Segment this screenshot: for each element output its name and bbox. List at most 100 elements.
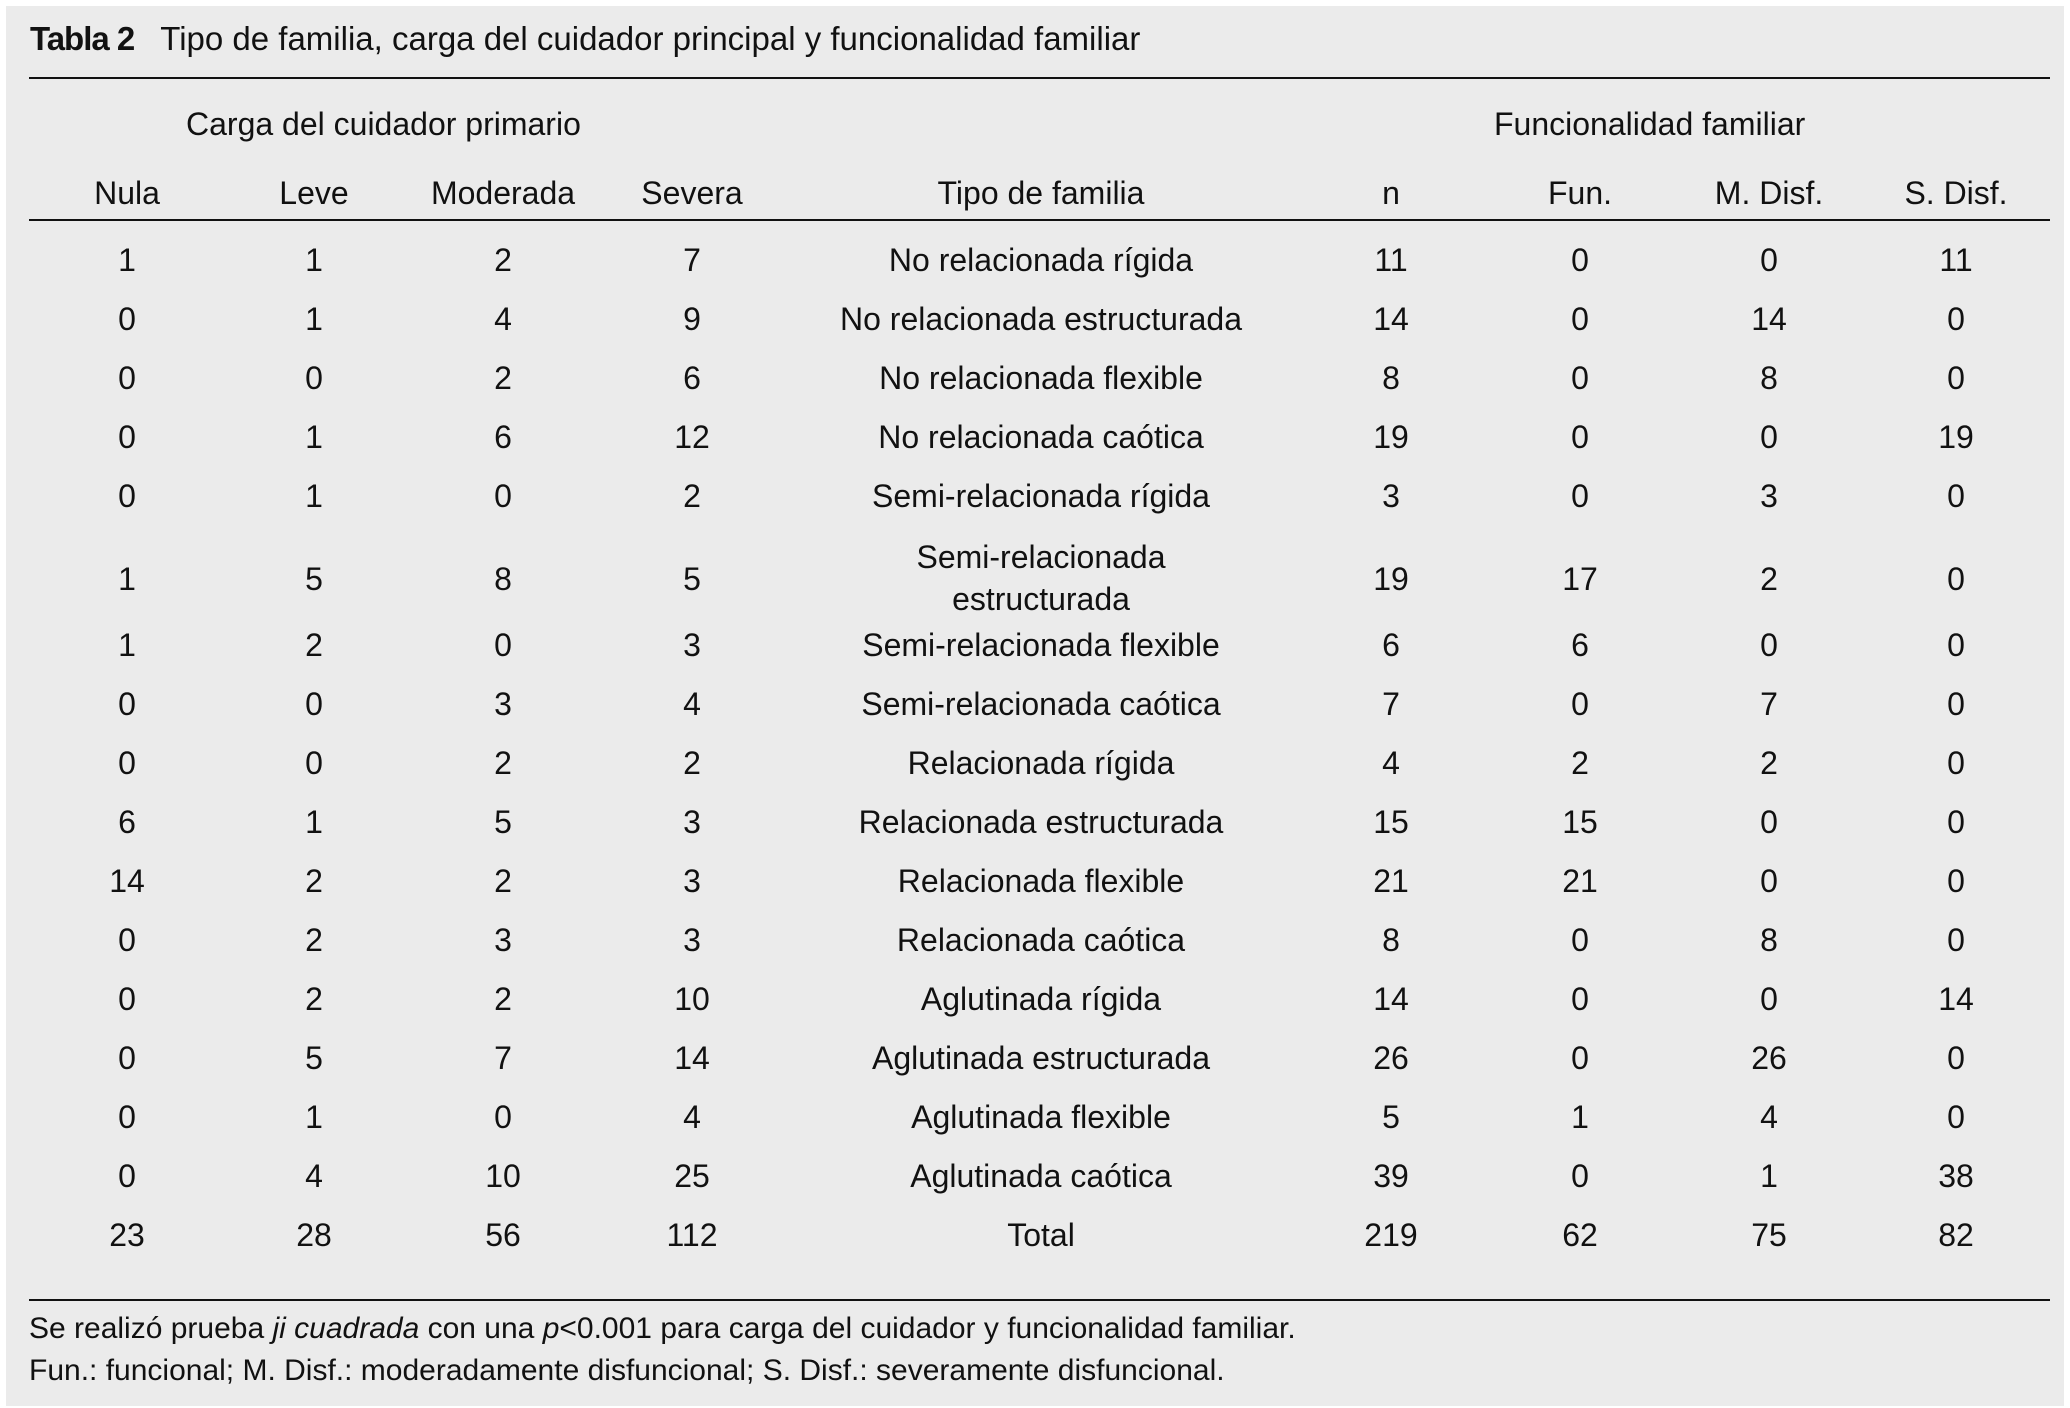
table-cell: 4: [494, 301, 512, 337]
footnote-text: Se realizó prueba: [29, 1312, 273, 1345]
column-header: M. Disf.: [1714, 175, 1824, 211]
table-cell: 0: [305, 686, 323, 722]
table-cell: 0: [494, 627, 512, 663]
table-cell: 3: [494, 686, 512, 722]
table-cell: 2: [494, 242, 512, 278]
table-cell: 2: [305, 627, 323, 663]
table-cell: 2: [683, 478, 701, 514]
column-header: Nula: [94, 175, 160, 211]
table-cell: 0: [1947, 360, 1965, 396]
table-cell: 3: [683, 804, 701, 840]
table-cell: 0: [1571, 686, 1589, 722]
table-cell: 7: [494, 1040, 512, 1076]
table-cell: 6: [118, 804, 136, 840]
table-cell: 75: [1751, 1217, 1787, 1253]
table-cell: 4: [683, 1099, 701, 1135]
table-cell: 2: [1760, 561, 1778, 597]
table-cell: 0: [1760, 981, 1778, 1017]
column-header: Leve: [279, 175, 349, 211]
table-cell: 4: [683, 686, 701, 722]
table-cell: 3: [683, 863, 701, 899]
table-cell: 0: [1947, 561, 1965, 597]
footnote-text: con una: [419, 1312, 543, 1345]
table-cell: 0: [118, 301, 136, 337]
table-cell: 0: [1947, 627, 1965, 663]
table-cell: 38: [1938, 1158, 1974, 1194]
table-cell: Semi-relacionada flexible: [862, 627, 1220, 663]
table-cell: 0: [1947, 922, 1965, 958]
table-cell: No relacionada estructurada: [839, 301, 1242, 337]
table-cell: 5: [1382, 1099, 1400, 1135]
table-cell: 0: [1947, 863, 1965, 899]
table-cell: 26: [1373, 1040, 1409, 1076]
table-cell: 219: [1364, 1217, 1418, 1253]
table-cell: 14: [1938, 981, 1974, 1017]
table-cell: 0: [1947, 804, 1965, 840]
table-label: Tabla 2: [30, 20, 135, 57]
table-cell: 0: [1947, 478, 1965, 514]
table-cell: 11: [1374, 242, 1408, 278]
table-cell: 0: [1571, 419, 1589, 455]
bottom-rule: [29, 1299, 2050, 1301]
footnote-text: <0.001 para carga del cuidador y funcion…: [559, 1312, 1296, 1345]
table-cell: 21: [1373, 863, 1409, 899]
column-header: S. Disf.: [1904, 175, 2008, 211]
table-cell: 0: [1571, 301, 1589, 337]
group-header-carga: Carga del cuidador primario: [186, 106, 581, 142]
table-cell: 0: [118, 1099, 136, 1135]
table-cell: 0: [1760, 627, 1778, 663]
top-rule: [29, 77, 2050, 79]
footnote-italic: ji cuadrada: [272, 1312, 420, 1345]
table-cell: 0: [1571, 360, 1589, 396]
table-cell: Relacionada estructurada: [858, 804, 1224, 840]
table-cell: 2: [305, 922, 323, 958]
footnote-italic: p: [542, 1312, 560, 1345]
table-cell: 21: [1562, 863, 1598, 899]
column-header: Fun.: [1547, 175, 1613, 211]
table-cell: 2: [683, 745, 701, 781]
table-cell: 6: [1571, 627, 1589, 663]
table-cell: 0: [118, 1040, 136, 1076]
table-cell: 3: [494, 922, 512, 958]
table-cell: 0: [305, 745, 323, 781]
table-cell: 8: [1760, 922, 1778, 958]
table-cell: 1: [1760, 1158, 1778, 1194]
table-cell: Semi-relacionada caótica: [861, 686, 1221, 722]
table-cell: 0: [1947, 745, 1965, 781]
table-cell: 0: [1760, 863, 1778, 899]
table-cell: 3: [683, 922, 701, 958]
table-cell: 2: [494, 981, 512, 1017]
table-cell: 19: [1373, 419, 1409, 455]
table-cell: Aglutinada caótica: [910, 1158, 1172, 1194]
table-cell: 25: [674, 1158, 710, 1194]
group-header-funcionalidad: Funcionalidad familiar: [1494, 106, 1806, 142]
table-cell: 0: [305, 360, 323, 396]
table-cell: 0: [1760, 242, 1778, 278]
table-cell: 5: [683, 561, 701, 597]
table-cell: No relacionada flexible: [879, 360, 1203, 396]
table-cell: 0: [1947, 301, 1965, 337]
table-cell: 2: [494, 360, 512, 396]
table-cell: 0: [118, 360, 136, 396]
table-cell: 3: [1760, 478, 1778, 514]
table-cell: 2: [494, 863, 512, 899]
table-cell: 14: [1751, 301, 1787, 337]
table-cell: No relacionada rígida: [888, 242, 1194, 278]
table-cell: 2: [305, 981, 323, 1017]
table-title: Tabla 2 Tipo de familia, carga del cuidad…: [30, 20, 1140, 58]
column-header: Tipo de familia: [937, 175, 1145, 211]
table-cell: 0: [494, 478, 512, 514]
table-cell: 82: [1938, 1217, 1974, 1253]
table-cell: 0: [118, 478, 136, 514]
table-cell: 14: [1373, 981, 1409, 1017]
table-cell: 8: [1760, 360, 1778, 396]
table-cell: 0: [1571, 478, 1589, 514]
table-cell: 2: [494, 745, 512, 781]
footnote-2: Fun.: funcional; M. Disf.: moderadamente…: [29, 1354, 1225, 1387]
table-cell: 0: [118, 922, 136, 958]
table-cell: 4: [305, 1158, 323, 1194]
table-cell: 0: [118, 686, 136, 722]
table-cell: 14: [109, 863, 145, 899]
table-cell: 2: [1760, 745, 1778, 781]
table-cell: Total: [1007, 1217, 1075, 1253]
